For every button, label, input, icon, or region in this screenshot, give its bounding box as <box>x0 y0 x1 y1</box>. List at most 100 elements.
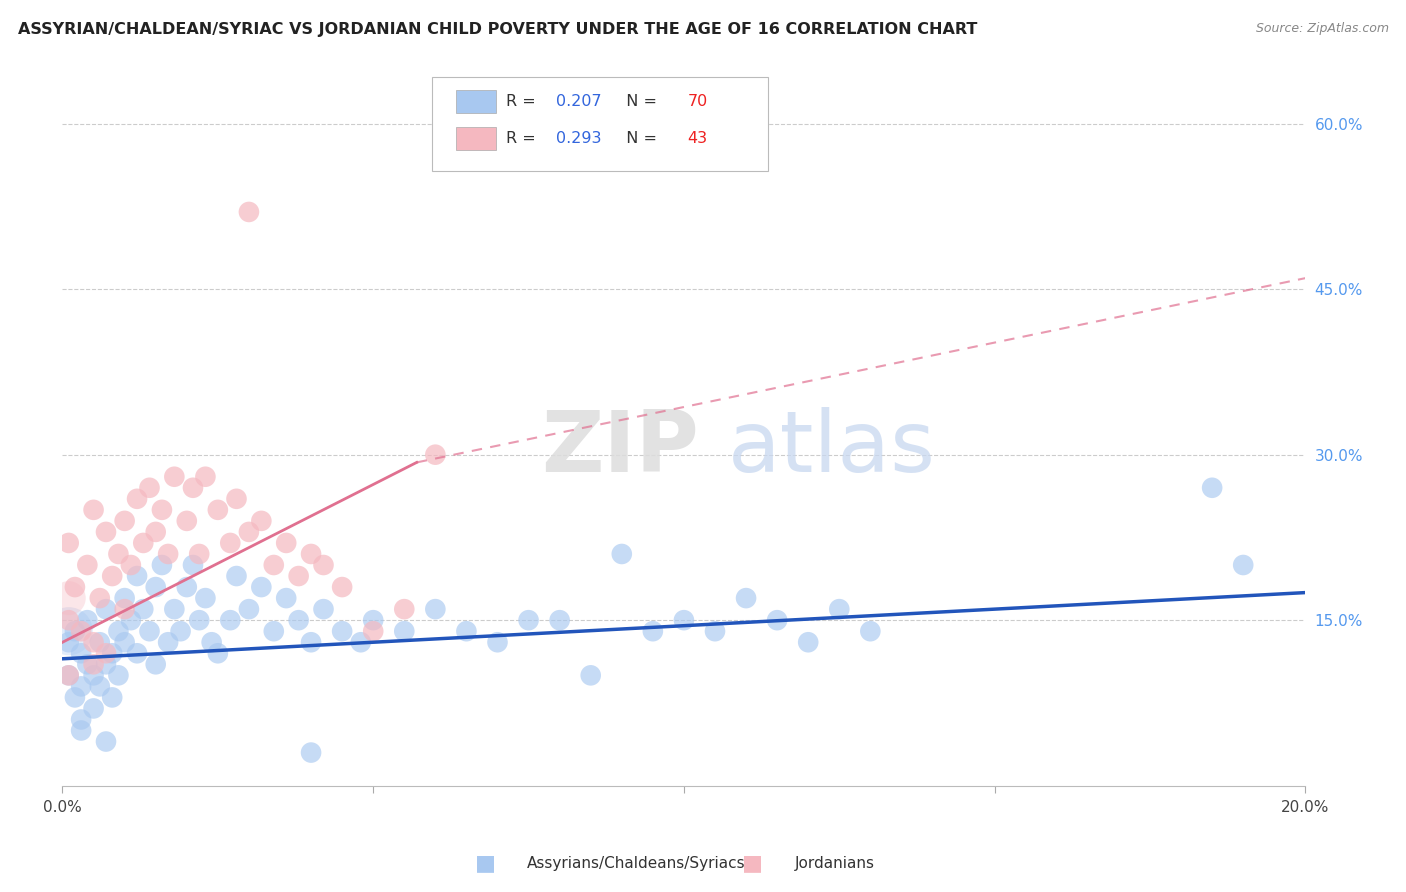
Point <box>299 746 322 760</box>
Point <box>181 558 204 572</box>
Point <box>101 569 124 583</box>
Point <box>125 569 148 583</box>
Point <box>287 613 309 627</box>
Point <box>145 580 167 594</box>
Text: Assyrians/Chaldeans/Syriacs: Assyrians/Chaldeans/Syriacs <box>527 856 745 871</box>
Point <box>89 635 111 649</box>
Text: ■: ■ <box>742 854 762 873</box>
Point <box>76 657 98 672</box>
Point <box>138 481 160 495</box>
Point <box>58 668 80 682</box>
Point <box>70 679 93 693</box>
Point <box>107 624 129 639</box>
FancyBboxPatch shape <box>457 127 496 150</box>
Point <box>672 613 695 627</box>
Point <box>219 536 242 550</box>
Point <box>1201 481 1223 495</box>
Text: N =: N = <box>616 94 662 109</box>
Point <box>361 624 384 639</box>
Point <box>120 558 142 572</box>
Point <box>145 524 167 539</box>
Point <box>456 624 478 639</box>
Point <box>145 657 167 672</box>
Point <box>188 613 211 627</box>
Point <box>157 635 180 649</box>
Point <box>548 613 571 627</box>
Point <box>70 713 93 727</box>
Point <box>1232 558 1254 572</box>
Point <box>176 514 198 528</box>
Point <box>101 646 124 660</box>
Point <box>766 613 789 627</box>
Point <box>610 547 633 561</box>
Text: 43: 43 <box>688 130 707 145</box>
Point <box>94 657 117 672</box>
Point <box>219 613 242 627</box>
Point <box>70 624 93 639</box>
Point <box>125 491 148 506</box>
Point <box>486 635 509 649</box>
Text: 0.207: 0.207 <box>555 94 602 109</box>
Point <box>704 624 727 639</box>
Text: N =: N = <box>616 130 662 145</box>
Text: 70: 70 <box>688 94 707 109</box>
Point <box>83 668 105 682</box>
Point <box>63 690 86 705</box>
Text: ■: ■ <box>475 854 495 873</box>
Point <box>83 657 105 672</box>
Point <box>58 668 80 682</box>
Point <box>114 602 136 616</box>
Point <box>83 503 105 517</box>
Point <box>83 635 105 649</box>
FancyBboxPatch shape <box>432 77 769 171</box>
Point <box>250 580 273 594</box>
Point <box>58 591 80 606</box>
Text: ZIP: ZIP <box>541 407 699 490</box>
Point <box>312 558 335 572</box>
Point <box>114 514 136 528</box>
Point <box>120 613 142 627</box>
Point <box>207 503 229 517</box>
Point <box>150 503 173 517</box>
Point <box>132 536 155 550</box>
Point <box>163 602 186 616</box>
Point <box>63 624 86 639</box>
Point <box>89 679 111 693</box>
Point <box>194 591 217 606</box>
Point <box>394 624 416 639</box>
Point <box>299 547 322 561</box>
Point <box>70 646 93 660</box>
Point <box>207 646 229 660</box>
Point <box>58 613 80 627</box>
Point <box>58 635 80 649</box>
Point <box>287 569 309 583</box>
Point <box>425 448 447 462</box>
Point <box>94 734 117 748</box>
Point <box>194 469 217 483</box>
Point <box>114 591 136 606</box>
Text: Source: ZipAtlas.com: Source: ZipAtlas.com <box>1256 22 1389 36</box>
Point <box>94 646 117 660</box>
Point <box>263 624 285 639</box>
Point <box>101 690 124 705</box>
Point <box>94 524 117 539</box>
FancyBboxPatch shape <box>457 90 496 113</box>
Text: ASSYRIAN/CHALDEAN/SYRIAC VS JORDANIAN CHILD POVERTY UNDER THE AGE OF 16 CORRELAT: ASSYRIAN/CHALDEAN/SYRIAC VS JORDANIAN CH… <box>18 22 977 37</box>
Point <box>330 580 353 594</box>
Point <box>169 624 191 639</box>
Point <box>157 547 180 561</box>
Point <box>330 624 353 639</box>
Point <box>163 469 186 483</box>
Point <box>132 602 155 616</box>
Point <box>238 524 260 539</box>
Point <box>138 624 160 639</box>
Point <box>238 602 260 616</box>
Point <box>350 635 373 649</box>
Point <box>517 613 540 627</box>
Point <box>83 701 105 715</box>
Point <box>70 723 93 738</box>
Point <box>76 613 98 627</box>
Point <box>579 668 602 682</box>
Point <box>276 536 298 550</box>
Point <box>225 569 247 583</box>
